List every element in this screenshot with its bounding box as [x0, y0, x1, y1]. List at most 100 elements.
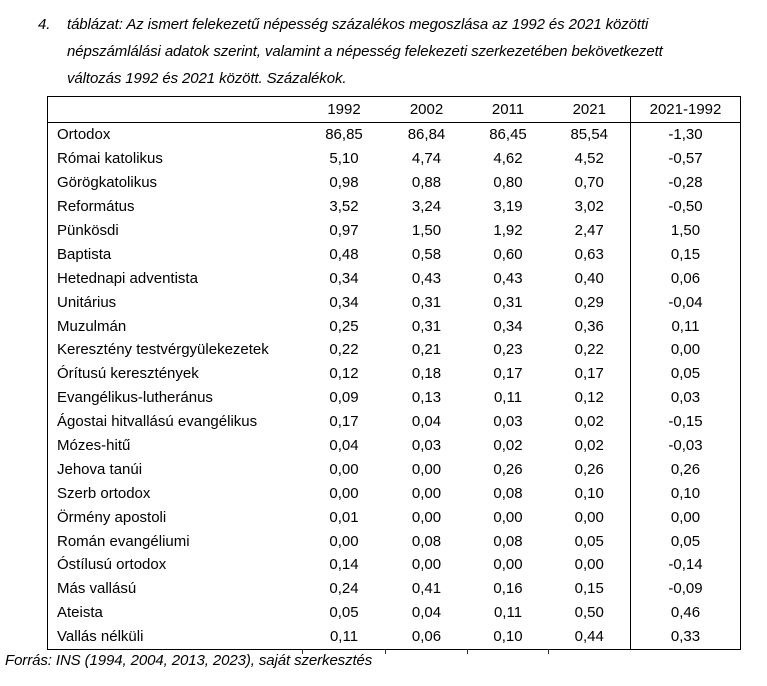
- value-cell: 1,92: [493, 222, 523, 239]
- table-row: Református 3,52 3,24 3,19 3,02 -0,50: [48, 194, 741, 219]
- value-cell: 0,60: [493, 245, 523, 263]
- value-cell: 0,08: [411, 532, 442, 550]
- table-row: Ateista 0,05 0,04 0,11 0,50 0,46: [48, 600, 741, 625]
- value-cell: 0,22: [329, 341, 359, 359]
- value-cell: 0,04: [329, 437, 359, 455]
- source-note: Forrás: INS (1994, 2004, 2013, 2023), sa…: [5, 652, 373, 669]
- table-row: Örmény apostoli 0,01 0,00 0,00 0,00 0,00: [48, 505, 741, 530]
- value-cell: 0,26: [493, 460, 523, 478]
- value-cell: 0,14: [329, 556, 359, 574]
- value-cell: 0,24: [329, 580, 359, 598]
- value-cell: -0,28: [630, 170, 741, 195]
- caption-line: népszámlálási adatok szerint, valamint a…: [67, 43, 663, 60]
- value-cell: 0,36: [574, 317, 604, 335]
- value-cell: 2,47: [574, 222, 604, 239]
- value-cell: 0,41: [411, 580, 442, 598]
- value-cell: 0,06: [630, 266, 741, 291]
- value-cell: 3,19: [493, 198, 523, 216]
- table-row: Órítusú keresztények 0,12 0,18 0,17 0,17 0,05: [48, 361, 741, 386]
- value-cell: 0,11: [493, 604, 523, 622]
- value-cell: 0,80: [493, 174, 523, 192]
- table-row: Unitárius 0,34 0,31 0,31 0,29 -0,04: [48, 290, 741, 315]
- table-row: Keresztény testvérgyülekezetek 0,22 0,21 0,…: [48, 338, 741, 362]
- value-cell: -0,14: [630, 553, 741, 577]
- value-cell: 0,63: [574, 245, 604, 263]
- table-caption: 4. táblázat: Az ismert felekezetű népess…: [38, 11, 747, 92]
- value-cell: 0,22: [574, 341, 604, 359]
- value-cell: 0,33: [630, 624, 741, 650]
- value-cell: -0,50: [630, 194, 741, 219]
- row-label: Baptista: [57, 245, 112, 263]
- value-cell: -0,57: [630, 146, 741, 171]
- row-label: Pünkösdi: [57, 222, 119, 239]
- value-cell: 0,10: [630, 481, 741, 506]
- value-cell: 0,46: [630, 600, 741, 625]
- row-label: Ágostai hitvallású evangélikus: [57, 413, 258, 431]
- table-row: Más vallású 0,24 0,41 0,16 0,15 -0,09: [48, 576, 741, 601]
- row-label: Keresztény testvérgyülekezetek: [57, 341, 269, 359]
- value-cell: 0,11: [329, 628, 359, 646]
- table-row: Jehova tanúi 0,00 0,00 0,26 0,26 0,26: [48, 457, 741, 482]
- value-cell: 0,43: [411, 269, 442, 287]
- row-label: Óstílusú ortodox: [57, 556, 167, 574]
- value-cell: 5,10: [329, 150, 359, 168]
- value-cell: 1,50: [411, 222, 442, 239]
- table-row: Mózes-hitű 0,04 0,03 0,02 0,02 -0,03: [48, 433, 741, 458]
- value-cell: 0,05: [630, 361, 741, 386]
- value-cell: 0,03: [630, 385, 741, 410]
- data-table: 1992 2002 2011 2021 2021-1992 Ortodox 86,…: [47, 96, 741, 650]
- value-cell: 0,10: [493, 628, 523, 646]
- value-cell: 0,00: [329, 460, 359, 478]
- value-cell: 0,00: [493, 556, 523, 574]
- row-label: Román evangéliumi: [57, 532, 190, 550]
- value-cell: 3,24: [411, 198, 442, 216]
- value-cell: 0,05: [329, 604, 359, 622]
- row-label: Más vallású: [57, 580, 137, 598]
- row-label: Örmény apostoli: [57, 508, 167, 526]
- value-cell: 0,31: [411, 293, 442, 311]
- value-cell: 0,08: [493, 532, 523, 550]
- value-cell: 0,17: [329, 413, 359, 431]
- value-cell: 85,54: [570, 126, 609, 144]
- column-header-2002: 2002: [385, 96, 468, 123]
- value-cell: 0,00: [411, 460, 442, 478]
- value-cell: 0,10: [574, 484, 604, 502]
- value-cell: 86,45: [489, 126, 527, 144]
- header-row: 1992 2002 2011 2021 2021-1992: [47, 96, 741, 123]
- value-cell: 0,70: [574, 174, 604, 192]
- value-cell: 0,25: [329, 317, 359, 335]
- value-cell: 0,04: [411, 604, 442, 622]
- value-cell: 0,97: [329, 222, 359, 239]
- value-cell: 0,00: [493, 508, 523, 526]
- value-cell: 0,23: [493, 341, 523, 359]
- value-cell: 0,34: [329, 269, 359, 287]
- caption-line: változás 1992 és 2021 között. Százalékok…: [67, 70, 347, 87]
- table-row: Ágostai hitvallású evangélikus 0,17 0,04 0,…: [48, 409, 741, 434]
- row-label: Római katolikus: [57, 150, 163, 168]
- value-cell: 0,17: [493, 365, 523, 383]
- value-cell: 0,02: [574, 413, 604, 431]
- table-row: Hetednapi adventista 0,34 0,43 0,43 0,40 0,06: [48, 266, 741, 291]
- data-table-wrapper: 1992 2002 2011 2021 2021-1992 Ortodox 86,…: [47, 96, 741, 650]
- value-cell: 86,84: [407, 126, 446, 144]
- value-cell: 0,11: [493, 389, 523, 407]
- table-row: Vallás nélküli 0,11 0,06 0,10 0,44 0,33: [48, 624, 741, 650]
- value-cell: -0,04: [630, 290, 741, 315]
- column-header-empty: [47, 96, 303, 123]
- row-label: Evangélikus-lutheránus: [57, 389, 213, 407]
- value-cell: 0,12: [329, 365, 359, 383]
- value-cell: 4,74: [411, 150, 442, 168]
- value-cell: 0,21: [411, 341, 442, 359]
- value-cell: 4,52: [574, 150, 604, 168]
- caption-text: táblázat: Az ismert felekezetű népesség …: [67, 11, 747, 92]
- value-cell: 0,18: [411, 365, 442, 383]
- value-cell: 3,02: [574, 198, 604, 216]
- value-cell: 0,02: [493, 437, 523, 455]
- table-row: Evangélikus-lutheránus 0,09 0,13 0,11 0,12 0,…: [48, 385, 741, 410]
- value-cell: 0,05: [630, 529, 741, 554]
- value-cell: 3,52: [329, 198, 359, 216]
- value-cell: 0,03: [493, 413, 523, 431]
- row-label: Órítusú keresztények: [57, 365, 199, 383]
- value-cell: 0,00: [574, 508, 604, 526]
